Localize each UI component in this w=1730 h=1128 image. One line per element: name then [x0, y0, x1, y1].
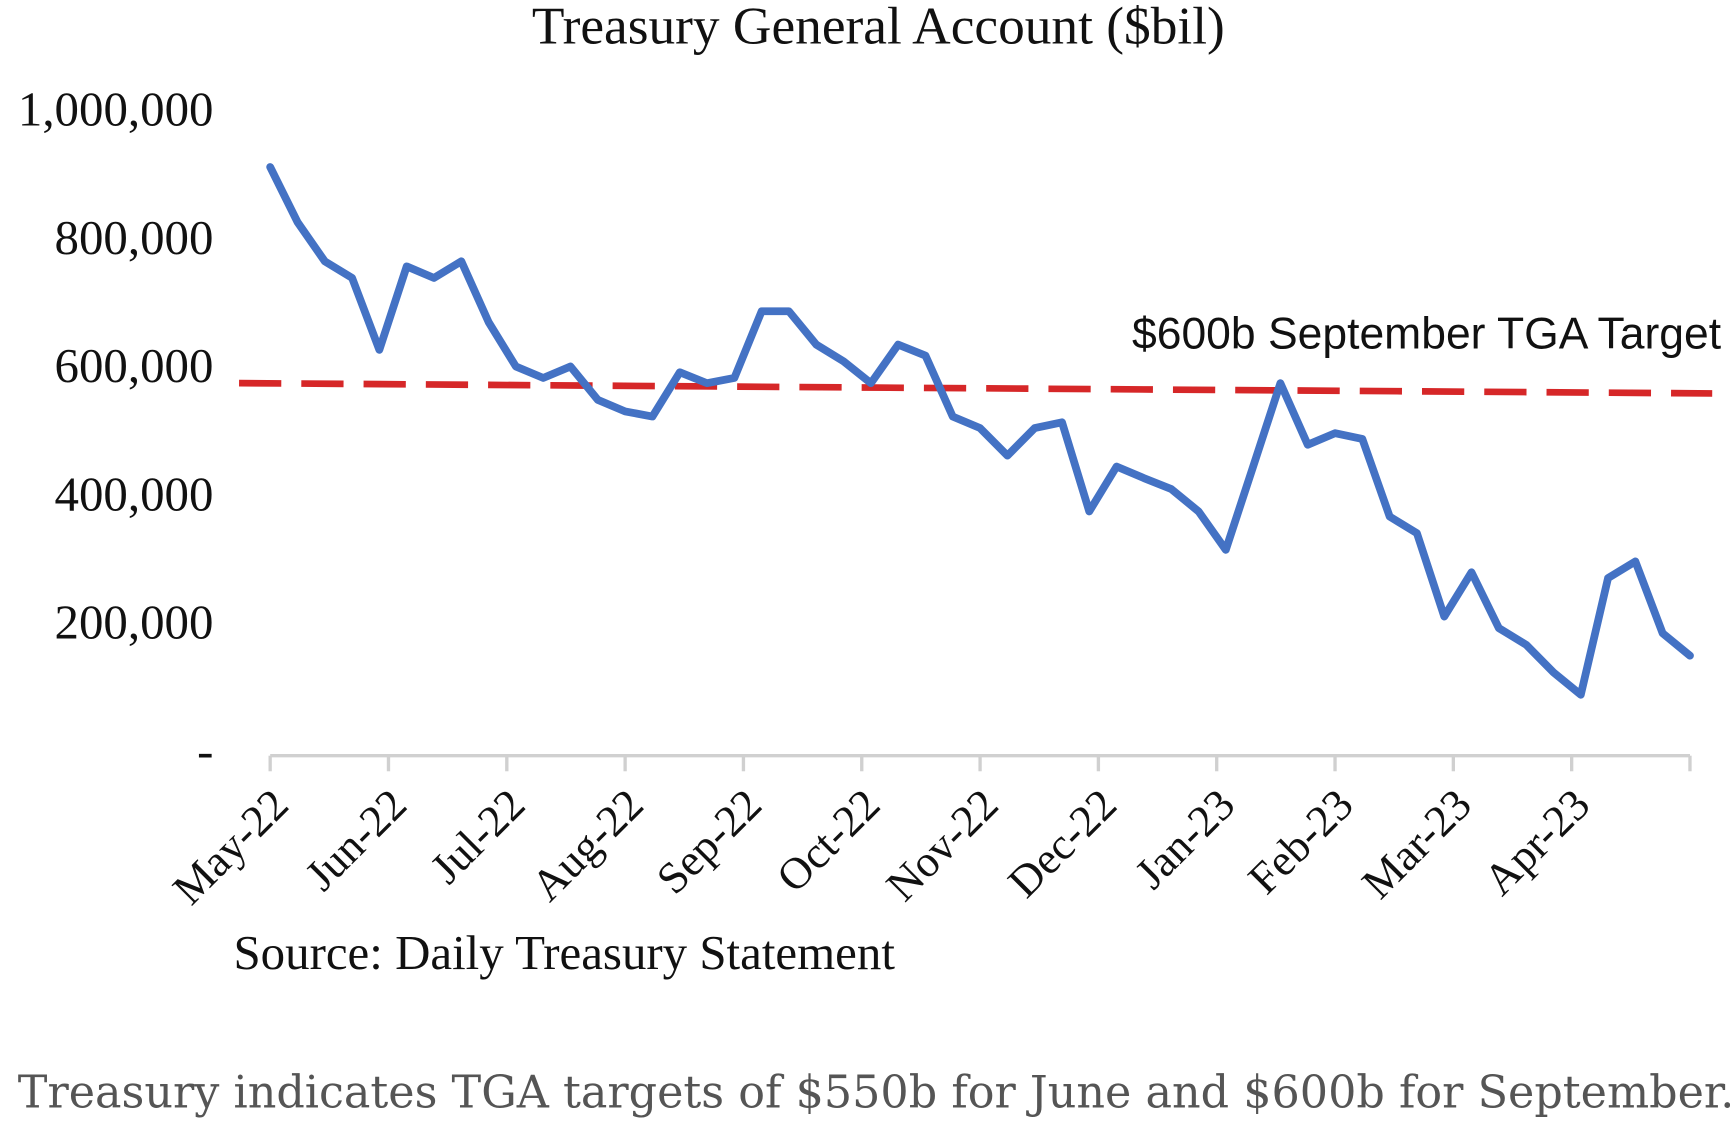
x-tick-label: Apr-23 [1474, 779, 1600, 904]
x-tick-label: Jul-22 [420, 779, 534, 893]
reference-label: $600b September TGA Target [1132, 309, 1722, 358]
y-tick-label: - [197, 723, 213, 778]
x-tick-label: May-22 [163, 779, 298, 914]
reference-line [239, 379, 1713, 397]
x-tick-label: Jan-23 [1125, 779, 1244, 898]
x-tick-label: Sep-22 [647, 779, 771, 903]
caption: Treasury indicates TGA targets of $550b … [18, 1067, 1730, 1118]
y-tick-label: 200,000 [55, 595, 214, 650]
x-tick-label: Jun-22 [295, 779, 416, 900]
y-tick-label: 800,000 [55, 210, 214, 265]
x-tick-label: Dec-22 [998, 779, 1126, 907]
source-note: Source: Daily Treasury Statement [233, 925, 895, 980]
y-tick-label: 1,000,000 [18, 82, 214, 137]
y-tick-label: 400,000 [55, 466, 214, 521]
x-tick-label: Nov-22 [876, 779, 1007, 910]
x-tick-label: Feb-23 [1238, 779, 1362, 903]
x-tick-label: Aug-22 [521, 779, 652, 910]
chart-title: Treasury General Account ($bil) [532, 0, 1225, 55]
x-tick-label: Oct-22 [767, 779, 890, 902]
data-line [266, 163, 1694, 699]
y-tick-label: 600,000 [55, 338, 214, 393]
x-tick-label: Mar-23 [1352, 779, 1481, 908]
